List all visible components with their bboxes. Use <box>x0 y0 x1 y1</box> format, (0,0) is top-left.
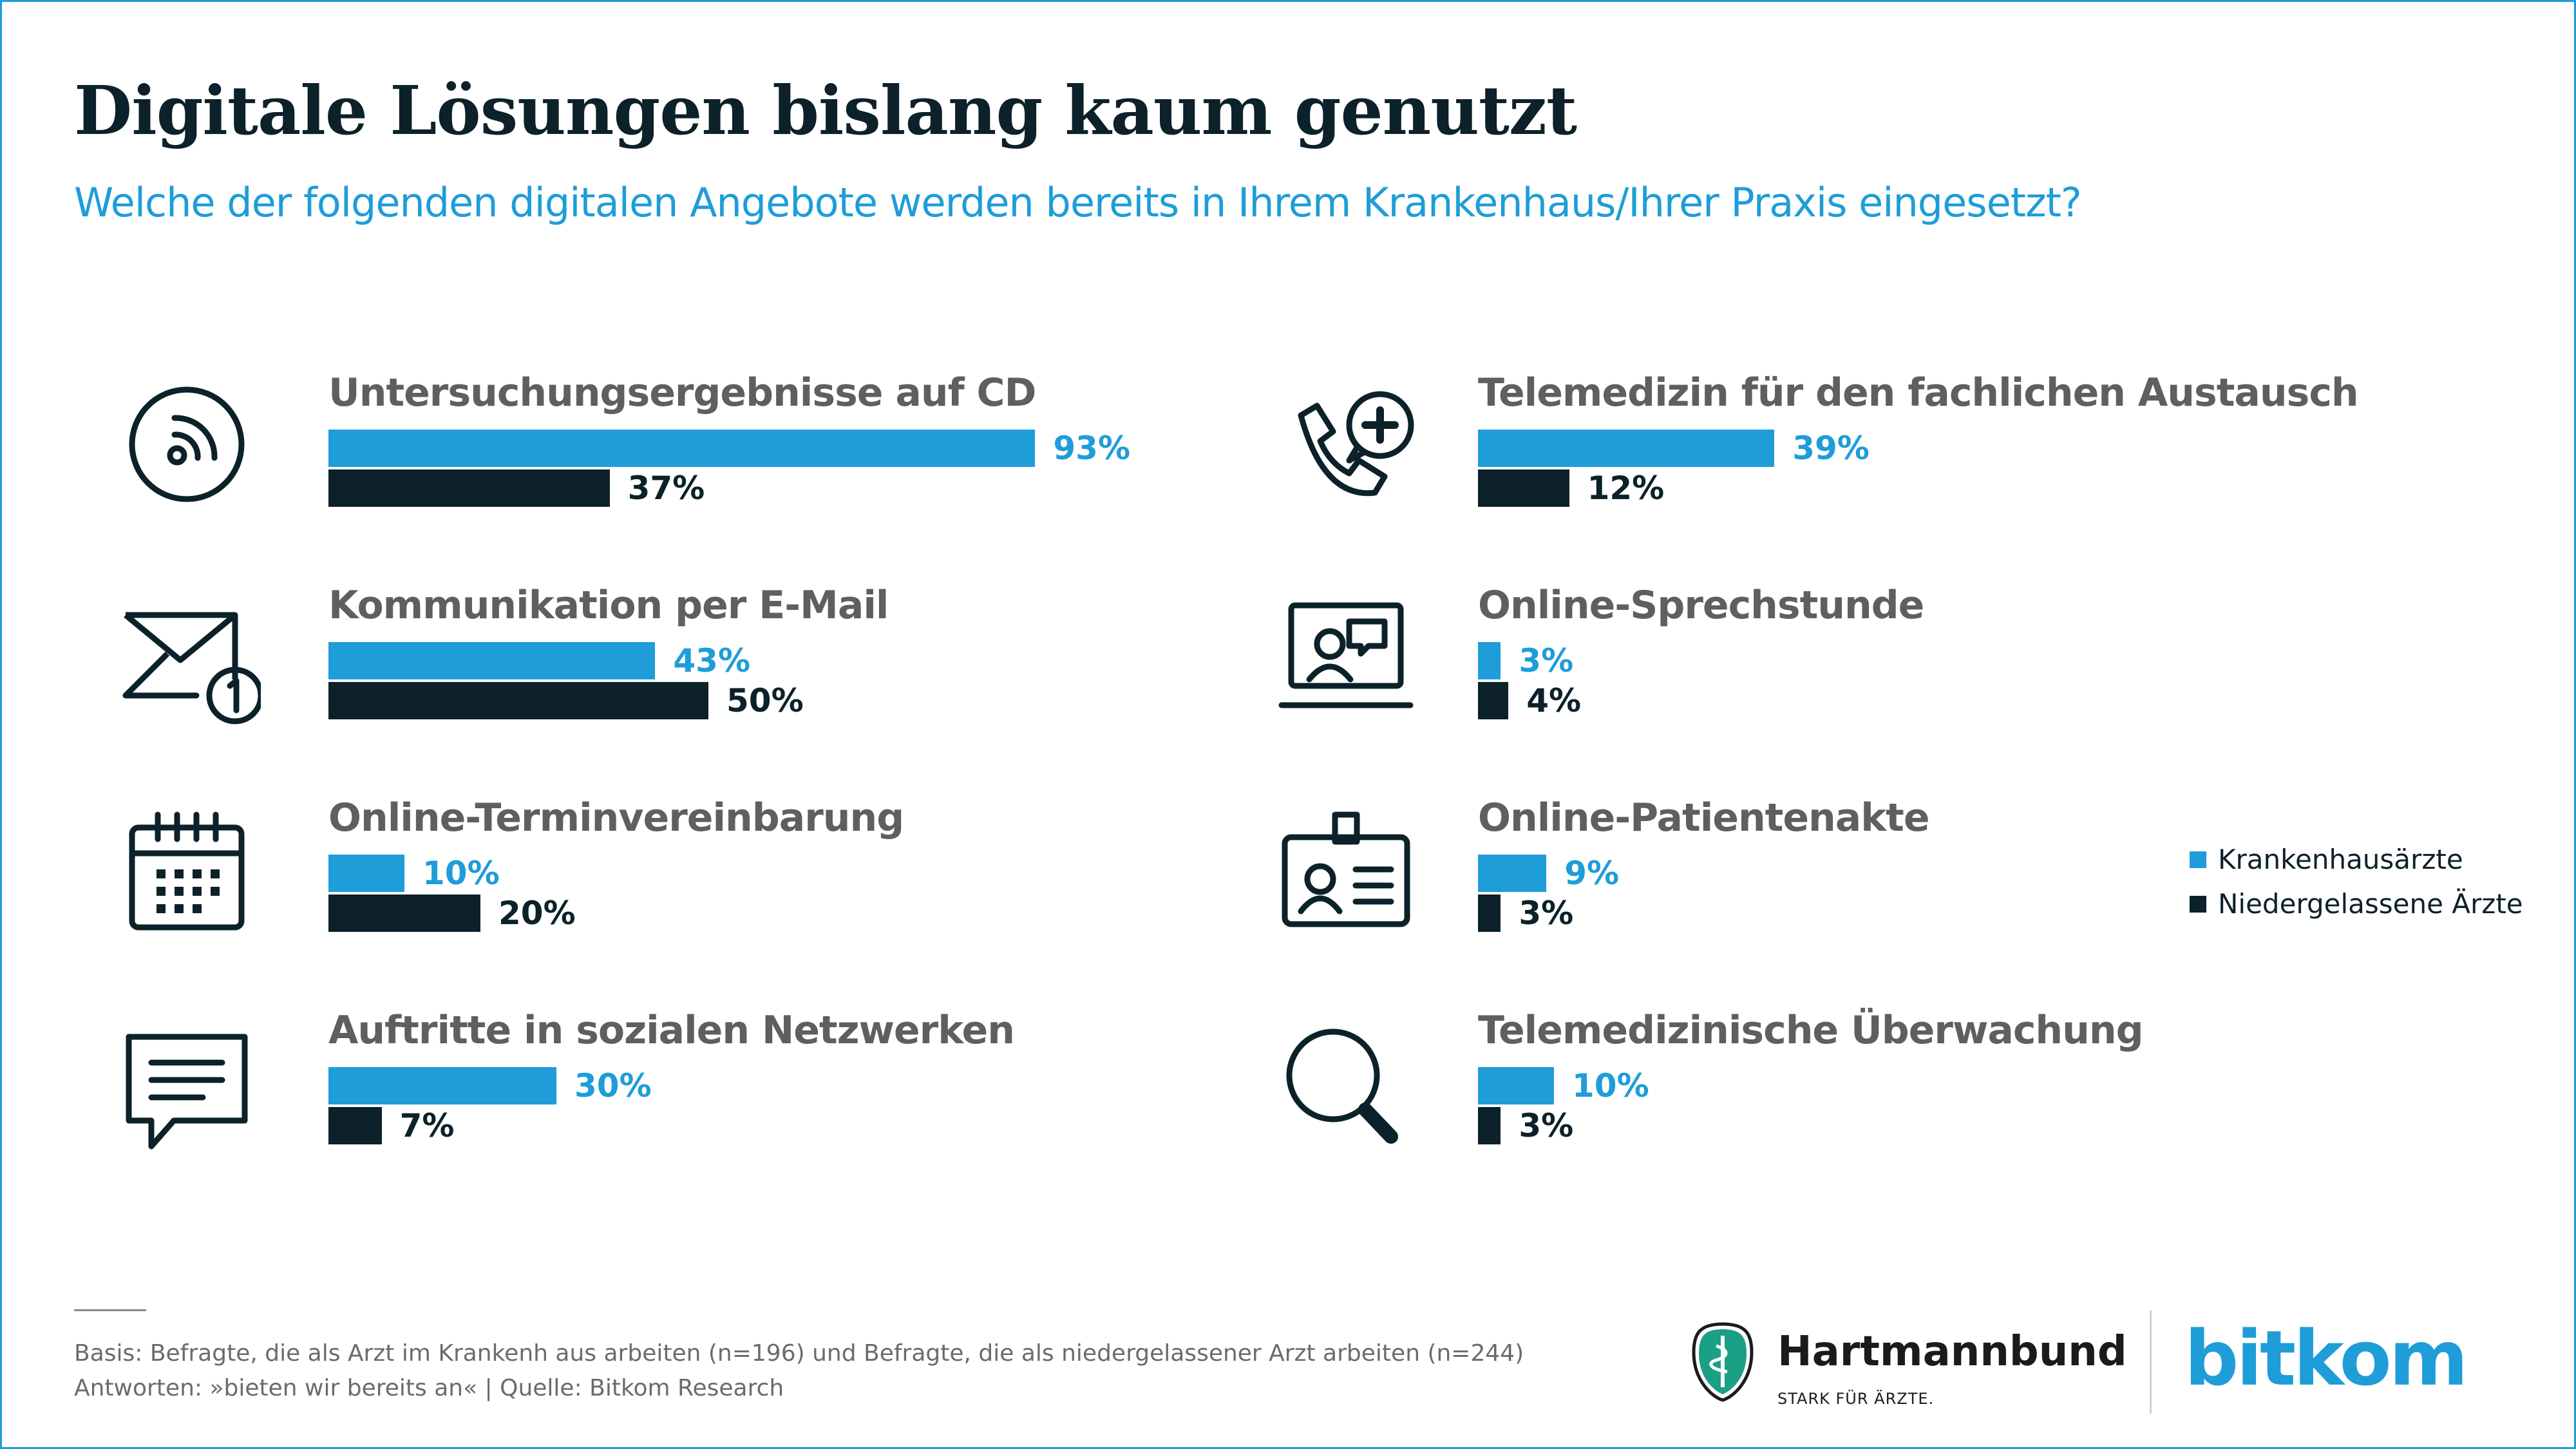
bar-niedergelassen <box>1478 469 1569 507</box>
data-label: 10% <box>1572 1067 1649 1104</box>
chart-subtitle: Welche der folgenden digitalen Angebote … <box>74 179 2082 226</box>
bar-niedergelassen <box>328 682 708 719</box>
bar-krankenhaus <box>328 1067 556 1104</box>
chat-bubble-icon <box>113 1014 261 1162</box>
chart-title: Digitale Lösungen bislang kaum genutzt <box>74 71 1577 150</box>
bar-niedergelassen <box>1478 682 1509 719</box>
footer-rule <box>74 1309 146 1311</box>
legend-swatch-krankenhaus <box>2190 851 2206 868</box>
bar-niedergelassen <box>328 1107 382 1144</box>
footer-notes: Basis: Befragte, die als Arzt im Kranken… <box>74 1336 1524 1406</box>
bar-krankenhaus <box>328 430 1036 467</box>
data-label: 50% <box>726 682 804 719</box>
category-label: Untersuchungsergebnisse auf CD <box>328 370 1036 415</box>
legend-item-niedergelassen: Niedergelassene Ärzte <box>2190 888 2523 920</box>
data-label: 43% <box>673 642 751 679</box>
data-label: 3% <box>1519 642 1574 679</box>
cd-disc-icon <box>113 370 261 518</box>
id-card-icon <box>1272 795 1420 943</box>
legend-item-krankenhaus: Krankenhausärzte <box>2190 844 2523 875</box>
bar-krankenhaus <box>1478 855 1547 892</box>
bar-krankenhaus <box>1478 1067 1554 1104</box>
bar-niedergelassen <box>1478 1107 1501 1144</box>
hartmannbund-emblem-icon <box>1692 1322 1754 1402</box>
data-label: 3% <box>1519 1107 1574 1144</box>
legend: Krankenhausärzte Niedergelassene Ärzte <box>2190 844 2523 933</box>
phone-medical-icon <box>1272 370 1420 518</box>
data-label: 12% <box>1587 469 1665 507</box>
category-label: Online-Patientenakte <box>1478 795 1930 840</box>
logo-divider <box>2150 1311 2152 1414</box>
data-label: 4% <box>1526 682 1582 719</box>
video-consultation-icon <box>1272 583 1420 731</box>
data-label: 9% <box>1564 855 1620 892</box>
bitkom-logo: bitkom <box>2184 1314 2468 1403</box>
legend-swatch-niedergelassen <box>2190 895 2206 913</box>
data-label: 37% <box>627 469 705 507</box>
bar-niedergelassen <box>328 895 480 932</box>
legend-label-niedergelassen: Niedergelassene Ärzte <box>2218 888 2523 920</box>
data-label: 20% <box>498 895 576 932</box>
calendar-icon <box>113 795 261 943</box>
data-label: 39% <box>1792 430 1870 467</box>
data-label: 3% <box>1519 895 1574 932</box>
data-label: 93% <box>1053 430 1131 467</box>
hartmannbund-logo: Hartmannbund STARK FÜR ÄRZTE. <box>1687 1314 2127 1423</box>
category-label: Kommunikation per E-Mail <box>328 583 889 628</box>
footer-basis: Basis: Befragte, die als Arzt im Kranken… <box>74 1340 1524 1367</box>
category-label: Telemedizinische Überwachung <box>1478 1008 2144 1053</box>
legend-label-krankenhaus: Krankenhausärzte <box>2218 844 2463 875</box>
bar-krankenhaus <box>1478 430 1775 467</box>
hartmannbund-name: Hartmannbund <box>1777 1328 2127 1376</box>
data-label: 10% <box>422 855 500 892</box>
bar-niedergelassen <box>1478 895 1501 932</box>
data-label: 30% <box>574 1067 652 1104</box>
data-label: 7% <box>399 1107 455 1144</box>
email-envelope-icon <box>113 583 264 731</box>
footer-source: Antworten: »bieten wir bereits an« | Que… <box>74 1375 784 1401</box>
hartmannbund-tagline: STARK FÜR ÄRZTE. <box>1777 1390 1935 1408</box>
category-label: Online-Terminvereinbarung <box>328 795 904 840</box>
category-label: Telemedizin für den fachlichen Austausch <box>1478 370 2359 415</box>
category-label: Auftritte in sozialen Netzwerken <box>328 1008 1015 1053</box>
magnifier-icon <box>1272 1014 1420 1162</box>
bar-niedergelassen <box>328 469 610 507</box>
bar-krankenhaus <box>328 642 656 679</box>
category-label: Online-Sprechstunde <box>1478 583 1924 628</box>
bar-krankenhaus <box>328 855 404 892</box>
bar-krankenhaus <box>1478 642 1501 679</box>
